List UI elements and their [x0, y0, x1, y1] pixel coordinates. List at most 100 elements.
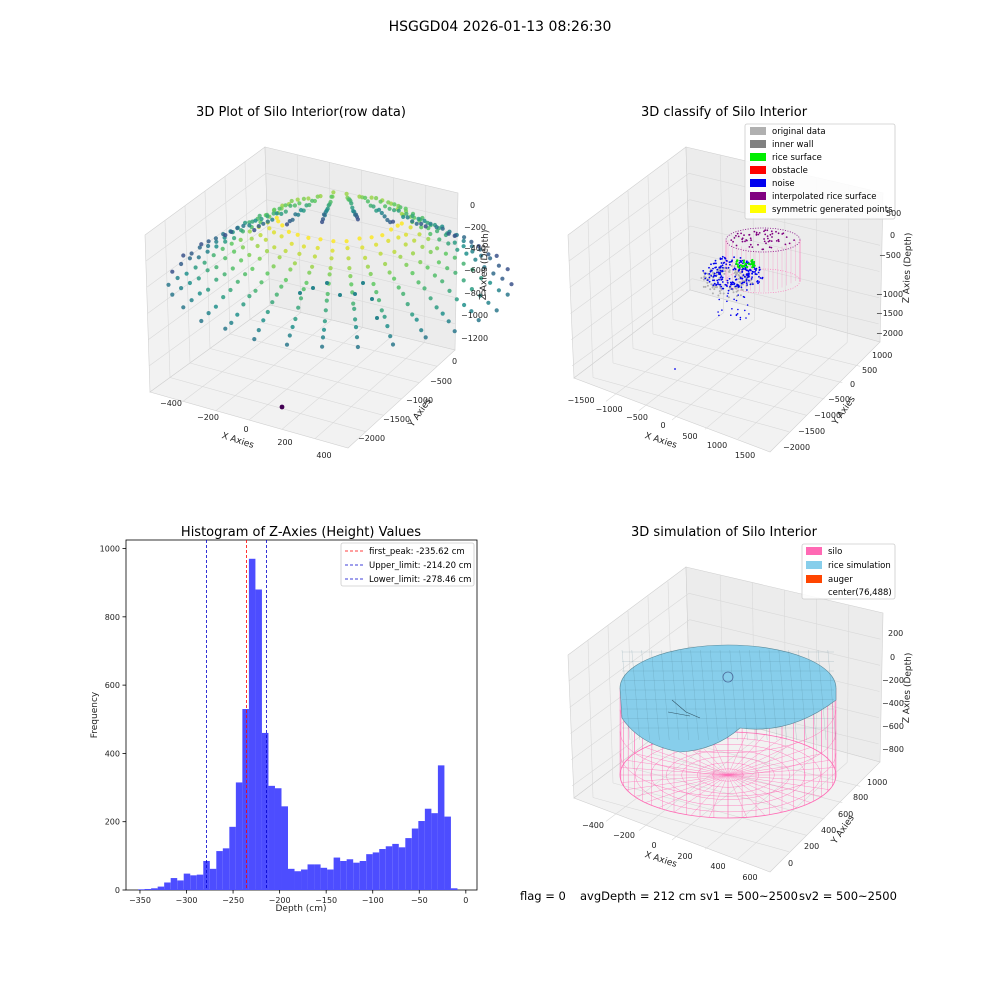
classify-xlabel: X Axies — [643, 431, 678, 451]
silo-spoke — [658, 774, 729, 809]
original-point — [719, 287, 722, 290]
legend-label: center(76,488) — [828, 588, 892, 598]
raw-point — [473, 257, 478, 262]
raw-point — [271, 230, 277, 235]
legend-label: noise — [772, 179, 795, 189]
raw-point — [496, 263, 501, 268]
raw-ztick: −1200 — [461, 334, 488, 343]
raw-point — [296, 305, 301, 310]
raw-point — [205, 268, 210, 273]
raw-point — [369, 195, 374, 200]
sim-ytick: 1000 — [867, 778, 887, 787]
interpolated-point — [771, 232, 774, 235]
classify-legend — [744, 123, 896, 220]
raw-point — [284, 222, 290, 227]
interpolated-point — [767, 240, 770, 243]
raw-xtick: −400 — [160, 399, 182, 408]
raw-point — [440, 279, 445, 284]
original-point — [718, 290, 721, 293]
raw-point — [470, 267, 475, 272]
raw-point — [272, 245, 277, 250]
noise-point — [721, 270, 724, 272]
raw-point — [403, 242, 408, 247]
raw-ytick: 0 — [452, 357, 457, 366]
noise-point — [721, 278, 724, 281]
sim-ytick: 600 — [838, 810, 853, 819]
classify-xtick: 1000 — [707, 441, 727, 450]
raw-point — [293, 316, 298, 322]
noise-point — [741, 270, 744, 273]
noise-point — [730, 314, 732, 317]
raw-point — [202, 260, 207, 265]
noise-point — [738, 262, 741, 264]
raw-point — [371, 281, 376, 287]
noise-point — [736, 313, 739, 315]
original-point — [709, 288, 712, 291]
raw-point — [482, 265, 487, 270]
raw-point — [274, 215, 279, 220]
raw-point — [500, 276, 505, 281]
noise-point — [731, 288, 733, 290]
classify-ytick: 0 — [850, 380, 855, 389]
raw-point — [322, 319, 327, 324]
noise-point — [723, 261, 726, 264]
raw-point — [452, 233, 457, 238]
silo-spoke — [727, 774, 822, 797]
raw-point — [469, 309, 474, 314]
raw-point — [222, 272, 227, 277]
raw-point — [310, 198, 315, 203]
raw-point — [307, 270, 312, 275]
raw-point — [298, 296, 304, 301]
noise-point — [739, 316, 742, 319]
histogram-bar — [431, 813, 438, 890]
histogram-bar — [229, 826, 236, 890]
raw-point — [410, 312, 415, 317]
original-point — [706, 272, 709, 275]
raw-point — [446, 241, 451, 246]
raw-point — [315, 245, 320, 251]
raw-point — [253, 288, 258, 293]
raw-point — [461, 244, 466, 249]
raw-point — [374, 196, 379, 201]
original-point — [702, 285, 705, 288]
raw-point — [410, 271, 415, 276]
interpolated-point — [735, 244, 738, 247]
interpolated-point — [736, 232, 739, 235]
original-point — [724, 270, 727, 273]
noise-point — [755, 267, 758, 270]
noise-point — [753, 268, 756, 270]
raw-point — [344, 191, 349, 196]
classify-ytick: −1000 — [814, 411, 841, 420]
rice-surface-point — [742, 261, 746, 264]
rice-mesh-line — [621, 649, 631, 741]
noise-point — [719, 283, 722, 286]
noise-point — [731, 260, 733, 263]
histogram-bar — [398, 847, 406, 890]
rice-mesh-line — [768, 649, 778, 741]
raw-point — [455, 247, 460, 252]
raw-point — [392, 208, 397, 213]
raw-point — [379, 308, 384, 313]
classify-ztick: −2000 — [876, 329, 903, 338]
raw-point — [265, 271, 270, 276]
raw-ytick: −500 — [430, 377, 452, 386]
legend-label: symmetric generated points — [772, 205, 893, 215]
legend-label: rice surface — [772, 153, 822, 163]
classify-xtick: −1500 — [567, 396, 594, 405]
raw-point — [288, 203, 293, 208]
raw-point — [419, 221, 424, 226]
raw-point — [440, 311, 445, 316]
raw-point — [330, 248, 335, 253]
raw-point — [320, 344, 325, 349]
silo-spoke — [727, 734, 766, 776]
noise-point — [735, 285, 738, 287]
sim-xtick: 400 — [710, 862, 725, 871]
noise-point — [754, 273, 757, 275]
raw-point — [329, 256, 334, 261]
noise-point — [713, 262, 716, 265]
raw-point — [390, 342, 396, 347]
raw-point — [378, 199, 383, 204]
raw-point — [349, 282, 354, 287]
histogram-title: Histogram of Z-Axies (Height) Values — [181, 525, 421, 540]
